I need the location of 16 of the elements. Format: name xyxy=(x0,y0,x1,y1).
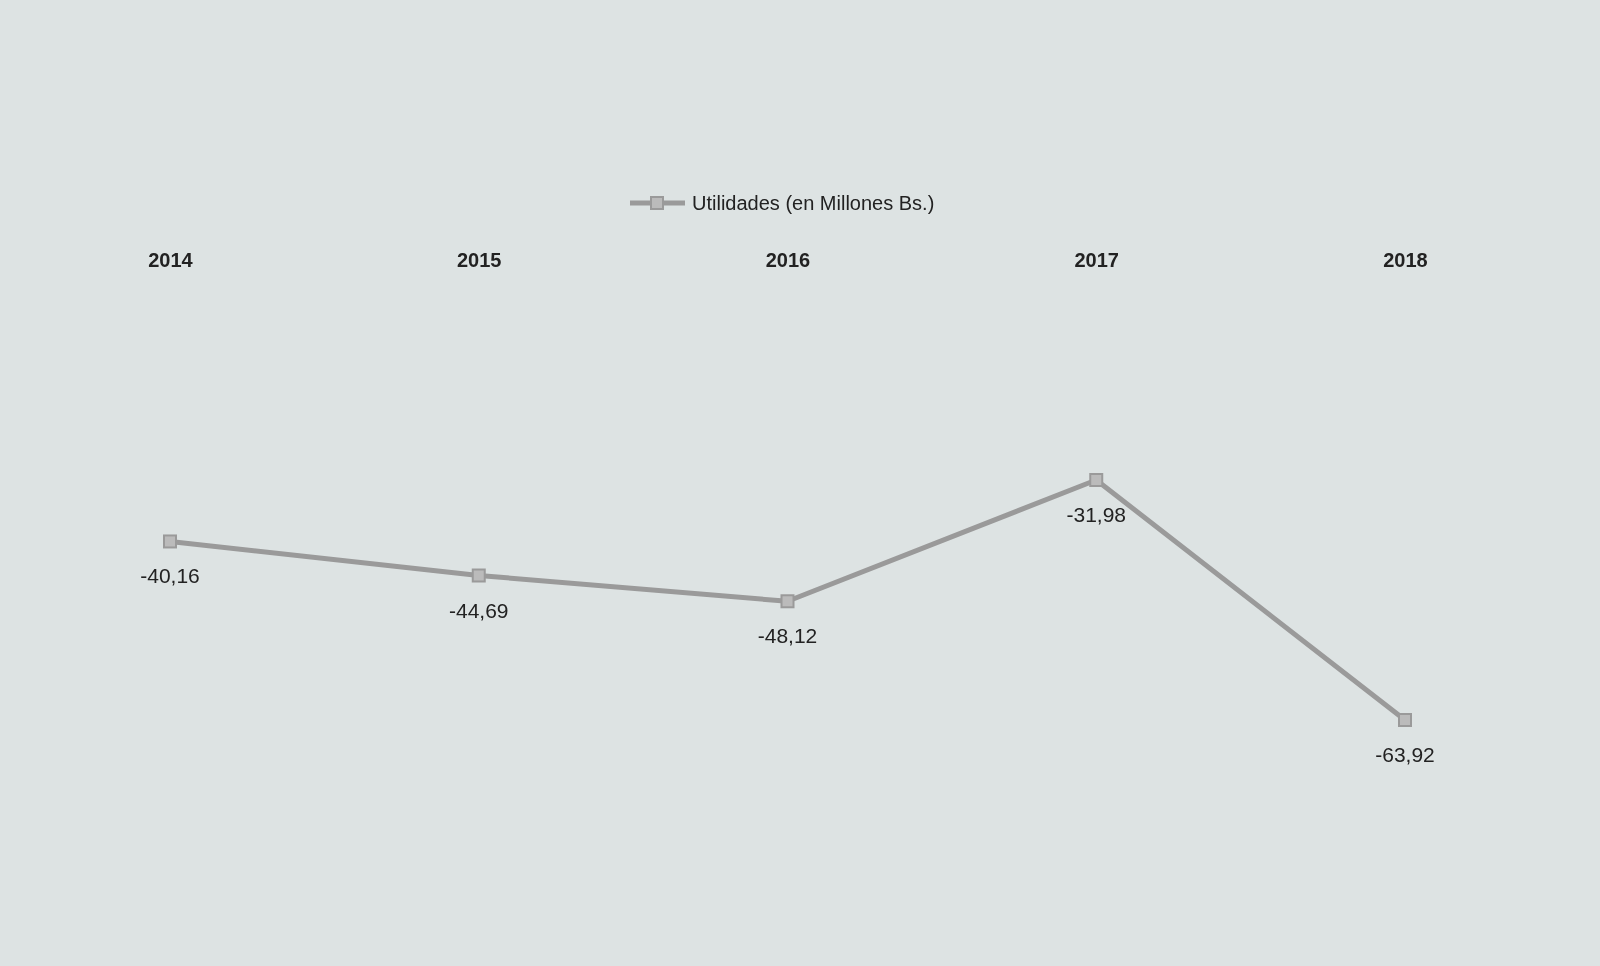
x-tick-label: 2016 xyxy=(765,249,811,271)
data-label: -48,12 xyxy=(757,624,818,648)
legend-label: Utilidades (en Millones Bs.) xyxy=(692,192,935,214)
x-tick-label: 2015 xyxy=(457,249,502,271)
point xyxy=(780,594,795,609)
point xyxy=(471,568,486,583)
x-tick-label: 2018 xyxy=(1383,249,1428,271)
data-label: -63,92 xyxy=(1375,743,1435,766)
data-label: -40,16 xyxy=(140,564,200,588)
point xyxy=(163,534,177,549)
point xyxy=(1089,473,1104,487)
x-tick-label: 2017 xyxy=(1074,249,1119,271)
x-tick-label: 2014 xyxy=(148,249,194,271)
data-label: -31,98 xyxy=(1066,503,1127,526)
point xyxy=(1398,713,1412,727)
data-label: -44,69 xyxy=(448,598,509,622)
